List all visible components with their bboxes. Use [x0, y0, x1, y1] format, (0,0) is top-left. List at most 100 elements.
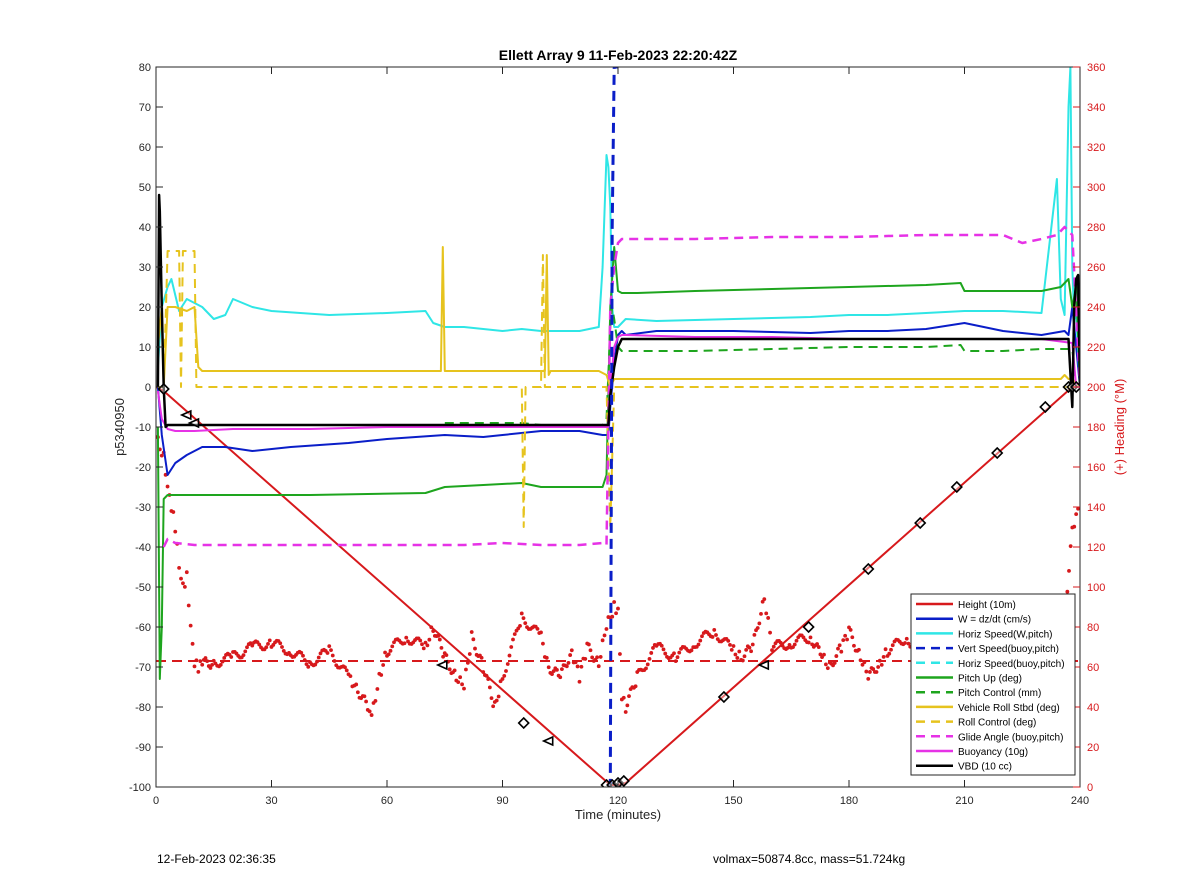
heading-point	[600, 638, 605, 643]
y-axis-label: p5340950	[112, 398, 127, 456]
heading-point	[749, 649, 753, 654]
heading-point	[792, 642, 797, 647]
heading-point	[551, 669, 556, 674]
heading-point	[824, 662, 828, 667]
heading-point	[229, 655, 234, 659]
heading-point	[633, 684, 638, 689]
heading-point	[190, 641, 195, 646]
heading-point	[496, 694, 501, 699]
heading-point	[512, 632, 517, 637]
legend-label-buoyancy-10g: Buoyancy (10g)	[958, 747, 1028, 758]
heading-point	[379, 673, 384, 677]
y-tick-label: -90	[135, 742, 151, 754]
y2-tick-label: 80	[1087, 622, 1099, 634]
x-tick-label: 0	[153, 795, 159, 807]
heading-point	[437, 637, 442, 642]
heading-point	[304, 662, 309, 667]
heading-point	[518, 624, 522, 628]
heading-point	[825, 666, 830, 671]
heading-point	[735, 656, 740, 660]
heading-point	[590, 655, 595, 660]
heading-point	[729, 647, 734, 652]
heading-point	[663, 651, 668, 656]
legend-label-height-10m: Height (10m)	[958, 600, 1016, 611]
heading-point	[456, 680, 461, 684]
heading-point	[500, 677, 505, 681]
heading-point	[836, 646, 840, 651]
height-marker	[1039, 400, 1052, 414]
heading-point	[267, 638, 272, 643]
heading-point	[544, 655, 549, 660]
heading-point	[489, 696, 494, 701]
heading-point	[906, 641, 911, 646]
heading-point	[579, 664, 584, 669]
heading-point	[364, 699, 368, 704]
heading-point	[740, 658, 745, 663]
heading-point	[815, 642, 819, 646]
heading-point	[750, 642, 755, 647]
heading-point	[766, 616, 771, 620]
x-tick-label: 90	[496, 795, 508, 807]
heading-point	[675, 655, 680, 660]
heading-point	[612, 600, 617, 604]
heading-point	[181, 581, 185, 586]
legend-label-horiz-speed-w-pitch: Horiz Speed(W,pitch)	[958, 629, 1052, 640]
height-marker	[541, 735, 554, 747]
legend-label-w-dz-dt-cm-s: W = dz/dt (cm/s)	[958, 615, 1031, 626]
heading-point	[1068, 544, 1073, 549]
heading-point	[596, 664, 601, 669]
heading-point	[868, 670, 872, 674]
y2-tick-label: 180	[1087, 422, 1105, 434]
footer-vehicle-info: volmax=50874.8cc, mass=51.724kg	[713, 852, 906, 866]
heading-point	[881, 654, 886, 659]
heading-point	[834, 654, 839, 658]
heading-point	[491, 704, 496, 709]
heading-point	[511, 637, 515, 642]
heading-point	[465, 660, 470, 665]
heading-point	[673, 659, 678, 663]
heading-point	[220, 659, 225, 664]
heading-point	[420, 642, 424, 647]
heading-point	[586, 642, 591, 647]
y2-tick-label: 20	[1087, 742, 1099, 754]
heading-point	[862, 660, 867, 665]
heading-point	[203, 656, 208, 660]
heading-point	[731, 644, 736, 648]
heading-point	[903, 641, 907, 645]
heading-point	[348, 674, 353, 679]
heading-point	[188, 623, 193, 628]
heading-point	[313, 662, 318, 667]
heading-point	[299, 650, 304, 655]
heading-point	[208, 666, 213, 670]
legend-label-roll-control-deg: Roll Control (deg)	[958, 718, 1036, 729]
heading-point	[471, 637, 476, 642]
heading-point	[441, 654, 445, 659]
heading-point	[728, 642, 732, 647]
heading-point	[583, 657, 588, 661]
heading-point	[566, 661, 571, 665]
y2-axis-label: (+) Heading (°M)	[1112, 379, 1127, 476]
heading-point	[858, 658, 863, 663]
heading-point	[171, 510, 176, 514]
series-roll-control-deg	[157, 250, 1080, 528]
series-glide-angle-buoy-pitch	[162, 225, 1080, 548]
heading-point	[883, 647, 888, 652]
heading-point	[354, 682, 359, 687]
heading-point	[661, 647, 666, 652]
heading-point	[266, 641, 270, 646]
heading-point	[281, 648, 286, 653]
heading-point	[1067, 568, 1071, 573]
heading-point	[845, 637, 849, 642]
y-tick-label: 0	[145, 382, 151, 394]
y-tick-label: -70	[135, 662, 151, 674]
heading-point	[876, 665, 881, 669]
height-marker	[187, 417, 200, 429]
heading-point	[848, 628, 853, 632]
heading-point	[822, 652, 826, 657]
heading-point	[182, 584, 187, 589]
heading-point	[165, 484, 170, 489]
heading-point	[222, 655, 227, 660]
heading-point	[315, 659, 319, 664]
heading-point	[904, 636, 909, 641]
heading-point	[487, 685, 492, 690]
